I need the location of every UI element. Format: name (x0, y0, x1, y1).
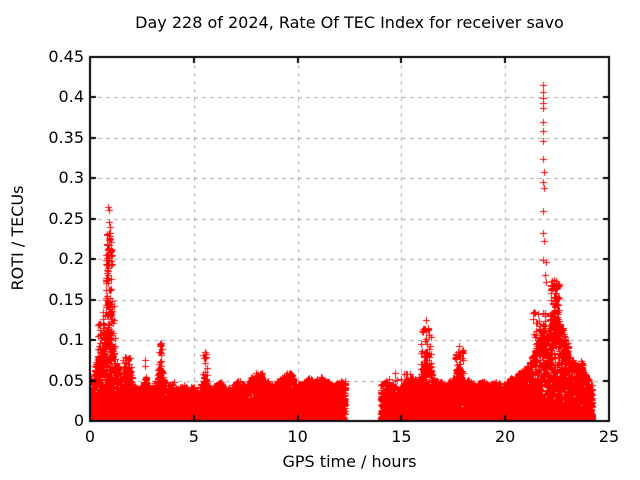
y-tick-label: 0.25 (48, 208, 84, 228)
x-tick-label: 5 (188, 427, 199, 446)
y-tick-label: 0.2 (58, 249, 84, 269)
x-tick-label: 25 (598, 427, 620, 446)
x-tick-label: 20 (495, 427, 516, 446)
y-tick-label: 0.05 (48, 370, 84, 390)
y-tick-label: 0.35 (48, 127, 84, 147)
x-tick-label: 10 (287, 427, 308, 446)
x-tick-label: 0 (84, 427, 96, 446)
chart-title: Day 228 of 2024, Rate Of TEC Index for r… (135, 13, 564, 32)
y-tick-label: 0.45 (48, 47, 84, 66)
y-tick-label: 0.4 (58, 87, 84, 107)
y-tick-label: 0.15 (48, 289, 84, 309)
x-tick-label: 15 (391, 427, 412, 446)
y-tick-label: 0 (73, 411, 84, 430)
y-tick-label: 0.1 (58, 330, 84, 350)
y-tick-label: 0.3 (58, 168, 84, 188)
x-axis-label: GPS time / hours (282, 452, 417, 471)
